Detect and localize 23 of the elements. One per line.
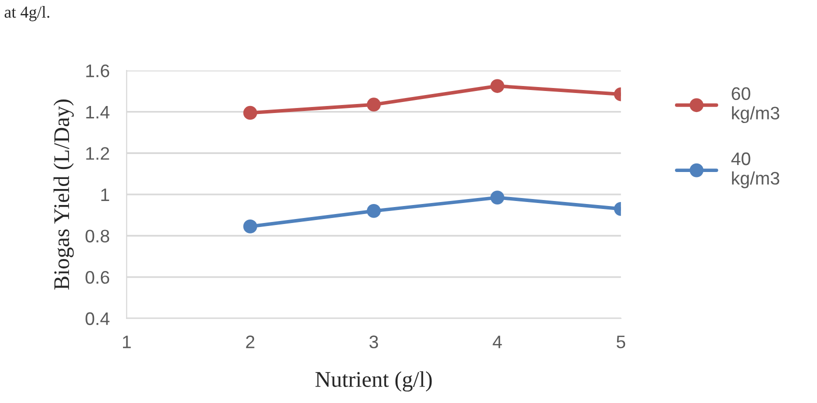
x-axis-title: Nutrient (g/l) bbox=[315, 371, 432, 392]
x-tick-label: 5 bbox=[616, 336, 626, 348]
y-tick-label: 1.4 bbox=[86, 106, 110, 118]
y-tick-label: 0.6 bbox=[86, 270, 110, 284]
x-tick-label: 3 bbox=[369, 336, 378, 348]
text: at 4g/l. bbox=[4, 6, 50, 22]
point bbox=[366, 204, 381, 218]
y-tick-label: 0.8 bbox=[86, 230, 110, 242]
legend-label: 60 kg/m3 bbox=[732, 87, 780, 124]
point bbox=[243, 106, 258, 120]
x-tick-label: 1 bbox=[122, 336, 131, 348]
x-tick-label: 4 bbox=[492, 336, 502, 348]
point bbox=[490, 190, 504, 204]
y-axis-title: Biogas Yield (L/Day) bbox=[54, 100, 74, 290]
point bbox=[243, 220, 258, 234]
legend-label: 40 kg/m3 bbox=[731, 152, 780, 188]
point bbox=[490, 79, 504, 93]
x-tick-label: 2 bbox=[246, 336, 254, 348]
point bbox=[366, 98, 381, 112]
y-tick-label: 1.2 bbox=[86, 147, 110, 160]
y-tick-label: 0.4 bbox=[86, 312, 110, 326]
y-tick-label: 1 bbox=[101, 188, 110, 201]
y-tick-label: 1.6 bbox=[86, 64, 110, 78]
